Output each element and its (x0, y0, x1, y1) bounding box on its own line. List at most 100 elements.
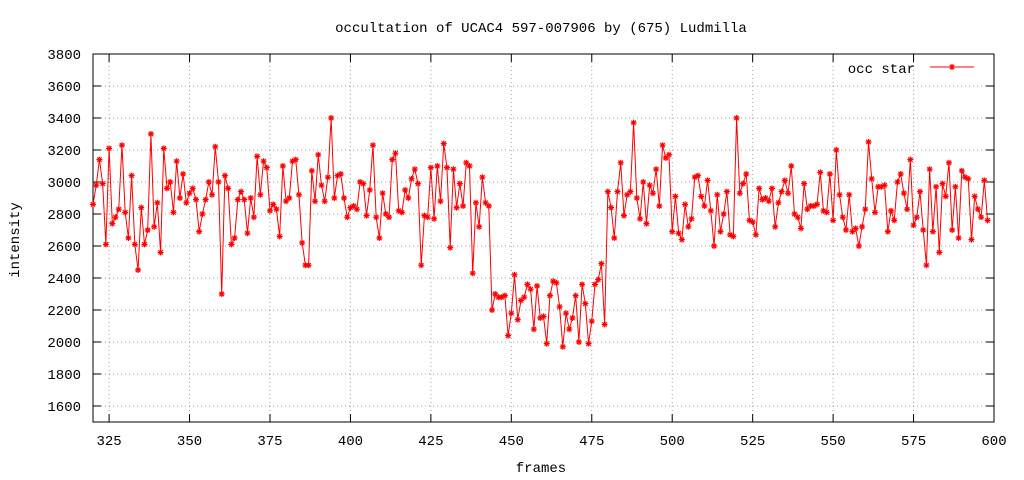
data-point (398, 209, 405, 216)
data-point (109, 220, 116, 227)
data-point (868, 175, 875, 182)
data-point (608, 204, 615, 211)
data-point (344, 214, 351, 221)
data-point (273, 206, 280, 213)
data-point (839, 214, 846, 221)
data-point (312, 198, 319, 205)
x-tick-label: 450 (499, 434, 524, 450)
data-point (646, 182, 653, 189)
data-point (704, 177, 711, 184)
data-point (884, 228, 891, 235)
data-point (563, 310, 570, 317)
data-point (128, 172, 135, 179)
data-point (855, 243, 862, 249)
data-point (665, 151, 672, 158)
data-point (794, 214, 801, 221)
data-point (96, 156, 103, 163)
data-point (93, 182, 100, 189)
data-point (933, 183, 940, 190)
data-point (942, 193, 949, 200)
data-point (814, 201, 821, 208)
data-point (125, 235, 132, 241)
data-point (694, 172, 701, 179)
data-point (131, 241, 138, 248)
data-point (617, 159, 624, 166)
data-point (418, 262, 425, 269)
data-point (328, 115, 335, 121)
data-point (218, 291, 225, 297)
data-point (846, 191, 853, 198)
legend-label-occ-star: occ star (848, 62, 915, 78)
data-point (559, 343, 566, 350)
data-point (321, 198, 328, 205)
data-point (324, 174, 331, 181)
data-point (553, 279, 560, 286)
data-point (424, 214, 431, 221)
data-point (749, 219, 756, 225)
grid-lines (93, 53, 995, 422)
data-point (817, 169, 824, 176)
y-tick-label: 2800 (47, 208, 81, 224)
data-point (318, 182, 325, 189)
data-point (508, 310, 515, 317)
data-point (415, 180, 422, 187)
data-point (489, 307, 496, 313)
data-point (546, 292, 553, 299)
data-point (485, 203, 492, 209)
data-point (447, 244, 454, 251)
data-point (373, 214, 380, 221)
data-point (572, 292, 579, 299)
data-point (456, 180, 463, 187)
data-point (118, 142, 125, 149)
data-point (714, 191, 721, 198)
data-point (308, 167, 315, 174)
data-point (955, 235, 962, 241)
data-point (254, 153, 261, 160)
data-point (888, 207, 895, 214)
data-point (566, 326, 573, 333)
data-point (620, 212, 627, 219)
data-point (678, 236, 685, 243)
data-point (601, 321, 608, 328)
data-point (340, 195, 347, 201)
data-point (685, 223, 692, 230)
legend-marker-swatch (949, 64, 955, 70)
data-point (472, 199, 479, 206)
y-axis-label: intensity (8, 202, 24, 278)
data-point (151, 223, 158, 230)
data-point (102, 241, 109, 248)
data-point (524, 281, 531, 288)
data-point (90, 201, 96, 208)
data-point (411, 166, 418, 173)
data-point (916, 188, 923, 195)
data-point (360, 180, 367, 187)
data-point (337, 171, 344, 177)
data-point (968, 236, 975, 243)
data-point (881, 182, 888, 189)
y-tick-label: 1600 (47, 400, 81, 416)
data-point (910, 222, 917, 229)
x-tick-label: 575 (901, 434, 926, 450)
data-point (363, 212, 370, 219)
data-point (865, 139, 872, 145)
data-point (482, 199, 489, 206)
data-point (649, 190, 656, 197)
data-point (723, 188, 730, 195)
data-point (929, 228, 936, 235)
data-point (431, 215, 438, 222)
data-point (167, 179, 174, 185)
data-point (604, 188, 611, 195)
data-point (225, 185, 232, 192)
data-point (366, 187, 373, 193)
data-point (260, 158, 267, 165)
data-point (720, 211, 727, 217)
data-point (295, 191, 302, 198)
data-point (286, 195, 293, 201)
data-point (389, 156, 396, 163)
y-tick-label: 3000 (47, 176, 81, 192)
data-point (871, 209, 878, 216)
data-point (698, 193, 705, 200)
data-point (315, 151, 322, 158)
data-point (945, 159, 952, 166)
